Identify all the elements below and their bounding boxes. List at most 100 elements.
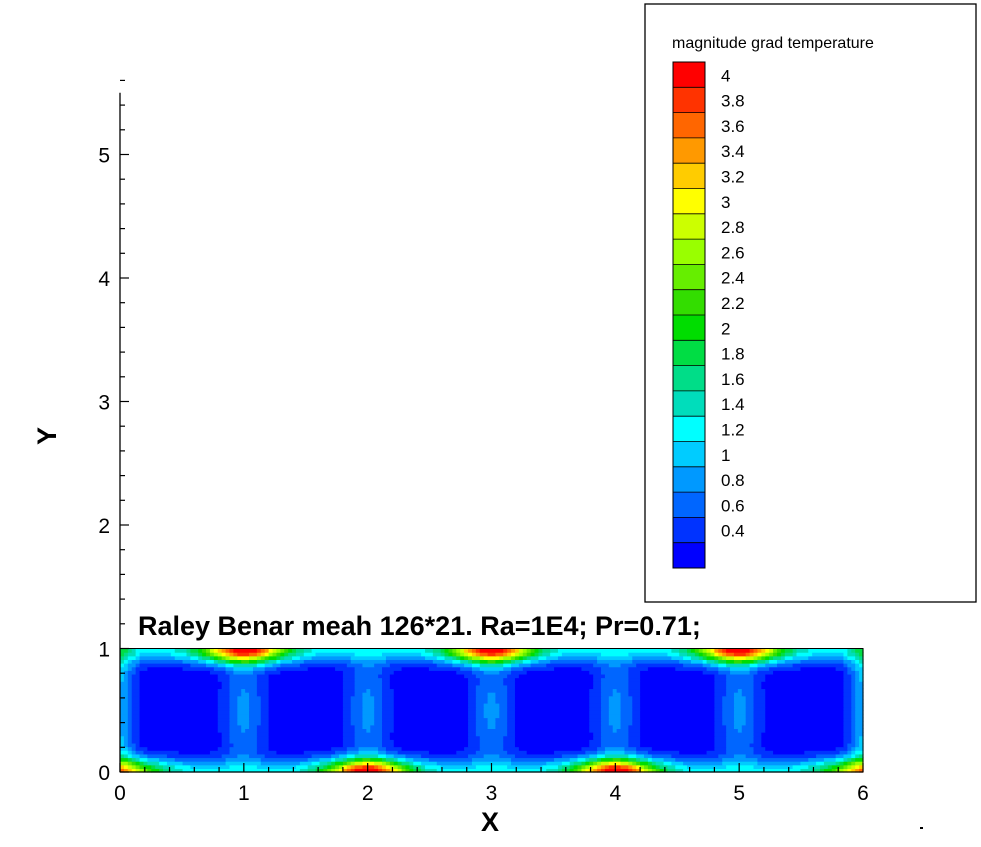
field-cell <box>233 652 238 657</box>
field-cell <box>796 652 813 657</box>
field-cell <box>428 666 461 671</box>
field-cell <box>608 663 622 668</box>
field-cell <box>589 670 602 675</box>
field-cell <box>773 750 805 755</box>
field-cell <box>299 768 309 773</box>
field-cell <box>127 735 133 740</box>
field-cell <box>851 724 856 730</box>
field-cell <box>847 761 852 766</box>
field-cell <box>761 652 766 657</box>
field-cell <box>487 717 497 722</box>
field-cell <box>647 757 653 762</box>
field-cell <box>393 695 469 700</box>
field-cell <box>597 768 602 773</box>
field-cell <box>475 673 508 679</box>
field-cell <box>288 648 293 653</box>
field-cell <box>217 728 231 733</box>
field-cell <box>182 666 215 671</box>
field-cell <box>190 764 231 769</box>
field-cell <box>460 648 465 653</box>
field-cell <box>342 739 356 744</box>
x-tick-label: 0 <box>114 782 126 805</box>
field-cell <box>139 681 223 686</box>
legend-swatch <box>673 137 705 164</box>
field-cell <box>268 717 344 722</box>
field-cell <box>855 692 864 697</box>
field-cell <box>495 695 508 700</box>
field-cell <box>378 750 387 755</box>
field-cell <box>851 732 856 737</box>
field-cell <box>714 677 727 682</box>
field-cell <box>221 681 231 686</box>
field-cell <box>757 761 802 766</box>
field-cell <box>495 652 504 657</box>
legend-swatch <box>673 62 705 88</box>
field-cell <box>123 652 129 657</box>
field-cell <box>206 659 215 664</box>
field-cell <box>765 746 837 751</box>
legend-level-label: 2.2 <box>721 294 745 313</box>
field-cell <box>507 684 516 690</box>
field-cell <box>342 761 348 766</box>
field-cell <box>131 695 141 700</box>
field-cell <box>851 764 856 769</box>
field-cell <box>640 757 649 762</box>
field-cell <box>475 692 489 697</box>
field-cell <box>256 684 270 690</box>
field-cell <box>843 721 852 726</box>
field-cell <box>503 648 508 653</box>
field-cell <box>859 663 864 668</box>
field-cell <box>507 732 516 737</box>
field-cell <box>229 717 238 722</box>
field-cell <box>382 688 395 693</box>
field-cell <box>120 670 125 675</box>
field-cell <box>229 699 238 704</box>
field-cell <box>632 768 637 773</box>
field-cell <box>350 706 364 711</box>
field-cell <box>385 757 395 762</box>
field-cell <box>139 724 219 730</box>
field-cell <box>847 746 852 751</box>
field-cell <box>753 721 766 726</box>
field-cell <box>382 717 395 722</box>
field-cell <box>714 702 723 708</box>
field-cell <box>710 652 715 657</box>
field-cell <box>679 648 688 653</box>
field-cell <box>284 652 289 657</box>
field-cell <box>120 732 129 737</box>
field-cell <box>722 702 735 708</box>
field-cell <box>600 735 629 740</box>
field-cell <box>593 684 602 690</box>
field-cell <box>374 761 383 766</box>
field-cell <box>514 702 590 708</box>
field-cell <box>307 666 336 671</box>
field-cell <box>753 724 766 730</box>
field-cell <box>608 706 622 711</box>
legend-swatch <box>673 466 705 493</box>
field-cell <box>640 688 715 693</box>
field-cell <box>280 655 285 660</box>
field-cell <box>147 761 160 766</box>
field-cell <box>127 761 133 766</box>
field-cell <box>514 677 594 682</box>
field-cell <box>726 677 755 682</box>
field-cell <box>628 735 641 740</box>
field-cell <box>276 659 281 664</box>
field-cell <box>589 761 594 766</box>
field-cell <box>753 728 766 733</box>
field-cell <box>385 761 391 766</box>
field-cell <box>600 702 610 708</box>
field-cell <box>651 764 657 769</box>
field-cell <box>843 670 848 675</box>
field-cell <box>640 695 715 700</box>
field-cell <box>753 710 766 715</box>
field-cell <box>851 757 856 762</box>
field-cell <box>159 761 168 766</box>
field-cell <box>675 768 684 773</box>
legend-swatch <box>673 517 705 544</box>
field-cell <box>260 695 270 700</box>
field-cell <box>120 692 129 697</box>
field-cell <box>503 663 512 668</box>
field-cell <box>600 666 629 671</box>
field-cell <box>229 728 242 733</box>
